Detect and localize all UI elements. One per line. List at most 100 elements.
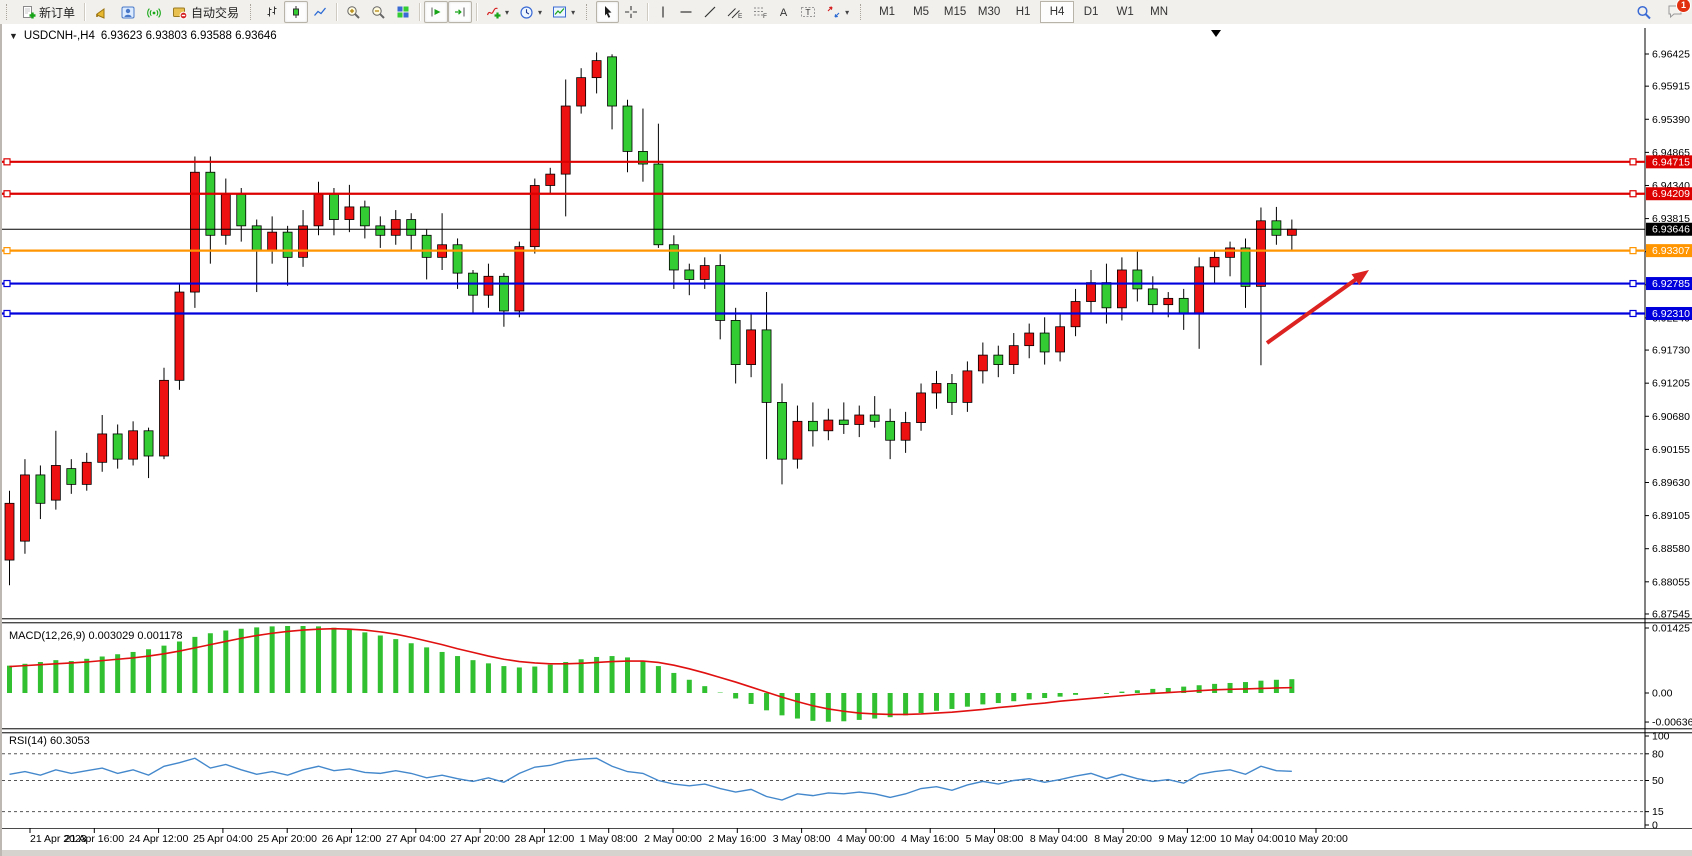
bear-candle (452, 244, 463, 274)
hline-handle[interactable] (1629, 279, 1637, 288)
bear-candle (947, 383, 957, 403)
chart-shift-marker[interactable] (1211, 30, 1221, 37)
bull-candle (483, 275, 494, 296)
time-tick-label: 8 May 04:00 (1030, 833, 1088, 845)
bull-candle (81, 461, 92, 485)
arrows-tool-button[interactable]: ▾ (821, 1, 854, 23)
collapse-caret-icon[interactable]: ▼ (9, 31, 18, 41)
chat-button[interactable]: 1 (1667, 0, 1691, 22)
hline-handle[interactable] (3, 158, 11, 166)
pane-splitter[interactable] (2, 618, 1692, 620)
rsi-pane[interactable]: 100 80 50 15 0 (2, 731, 1670, 832)
toolbar-drag-handle[interactable] (250, 4, 256, 20)
bull-candle (1163, 297, 1174, 306)
trendline-tool-button[interactable] (698, 1, 722, 23)
hline-handle[interactable] (1629, 158, 1637, 166)
hline-object-6.92785[interactable] (2, 279, 1645, 288)
hline-handle[interactable] (1629, 247, 1637, 255)
time-tick-label: 21 Apr 2023 (30, 833, 87, 845)
timeframe-button-H1[interactable]: H1 (1015, 6, 1031, 18)
time-tick-label: 27 Apr 20:00 (450, 833, 510, 845)
vertical-line-tool-button[interactable] (652, 1, 674, 23)
toolbar-drag-handle[interactable] (6, 4, 12, 20)
text-label-tool-button[interactable]: T (795, 1, 821, 23)
autoscroll-button[interactable] (424, 1, 449, 23)
timeframe-button-M5[interactable]: M5 (913, 6, 930, 18)
macd-pane[interactable]: 0.01425 0.00 -0.006367 (7, 623, 1692, 729)
templates-button[interactable]: ▾ (547, 1, 580, 23)
chart-shift-button[interactable] (448, 1, 473, 23)
timeframe-button-H4[interactable]: H4 (1040, 1, 1075, 23)
price-tick-label: 6.96425 (1652, 49, 1690, 61)
pane-splitter[interactable] (2, 728, 1692, 730)
hline-handle[interactable] (3, 309, 11, 318)
bull-candle (189, 171, 200, 293)
chart-canvas[interactable]: 6.964256.959156.953906.948656.943406.938… (2, 24, 1692, 856)
text-tool-button[interactable]: A (772, 1, 795, 23)
timeframe-button-W1[interactable]: W1 (1116, 6, 1134, 18)
hline-handle[interactable] (1629, 190, 1637, 198)
new-order-icon (21, 5, 36, 19)
timeframe-button-M15[interactable]: M15 (943, 6, 967, 18)
search-button[interactable] (1631, 1, 1657, 23)
pane-splitter[interactable] (2, 732, 1692, 734)
zoom-in-button[interactable] (341, 1, 366, 23)
pane-splitter[interactable] (2, 622, 1692, 624)
bear-candle (205, 171, 216, 236)
hline-object-6.94715[interactable] (2, 158, 1645, 166)
bear-candle (35, 474, 46, 504)
hline-object-6.93307[interactable] (2, 247, 1645, 255)
timeframe-button-MN[interactable]: MN (1150, 6, 1169, 18)
autotrading-button[interactable]: 自动交易 (167, 1, 244, 23)
candlestick-mode-button[interactable] (284, 1, 309, 23)
channel-tool-button[interactable]: E (722, 1, 747, 23)
chart-window[interactable]: 6.96425 6.95915 6.95390 6.94865 6.94340 6.938… (0, 24, 1692, 856)
bull-candle (174, 291, 185, 381)
hline-handle[interactable] (3, 247, 11, 255)
clock-icon (519, 5, 534, 20)
templates-icon (552, 5, 567, 19)
periods-dropdown-arrow[interactable]: ▾ (538, 7, 543, 17)
arrow-annotation[interactable] (1265, 270, 1369, 345)
zoom-out-button[interactable] (366, 1, 391, 23)
bear-candle (1240, 247, 1251, 287)
bull-candle (1225, 247, 1235, 258)
tile-windows-button[interactable] (391, 1, 415, 23)
crosshair-tool-button[interactable] (619, 1, 643, 23)
new-order-button[interactable]: 新订单 (16, 1, 80, 23)
arrows-dropdown-arrow[interactable]: ▾ (845, 7, 850, 17)
indicators-dropdown-arrow[interactable]: ▾ (505, 7, 510, 17)
rsi-line (9, 757, 1292, 801)
alerts-button[interactable] (89, 1, 115, 23)
bar-chart-mode-button[interactable] (260, 1, 284, 23)
periods-button[interactable]: ▾ (514, 1, 547, 23)
line-chart-mode-button[interactable] (308, 1, 332, 23)
hline-handle[interactable] (1629, 309, 1637, 318)
rsi-tick-label: 80 (1652, 748, 1664, 760)
hline-object-6.92310[interactable] (2, 309, 1645, 318)
tile-windows-icon (396, 5, 410, 19)
templates-dropdown-arrow[interactable]: ▾ (571, 7, 576, 17)
rsi-tick-label: 0 (1652, 820, 1658, 832)
time-tick-label: 25 Apr 20:00 (257, 833, 317, 845)
toolbar-drag-handle[interactable] (860, 4, 866, 20)
horizontal-line-tool-button[interactable] (674, 1, 698, 23)
bear-candle (761, 329, 772, 403)
timeframe-button-M30[interactable]: M30 (977, 6, 1001, 18)
bull-candle (823, 419, 834, 432)
profile-button[interactable] (115, 1, 141, 23)
svg-text:T: T (805, 7, 810, 17)
hline-handle[interactable] (3, 190, 11, 198)
chart-background (2, 24, 1692, 856)
timeframe-button-D1[interactable]: D1 (1083, 6, 1099, 18)
signals-button[interactable] (141, 1, 167, 23)
fibonacci-tool-button[interactable]: F (747, 1, 772, 23)
price-tick-label: 6.87545 (1652, 608, 1690, 620)
indicators-button[interactable]: ▾ (481, 1, 514, 23)
timeframe-button-M1[interactable]: M1 (879, 6, 896, 18)
cursor-tool-button[interactable] (596, 1, 620, 23)
toolbar-drag-handle[interactable] (586, 4, 592, 20)
hline-handle[interactable] (3, 279, 11, 288)
hline-object-6.94209[interactable] (2, 190, 1645, 198)
